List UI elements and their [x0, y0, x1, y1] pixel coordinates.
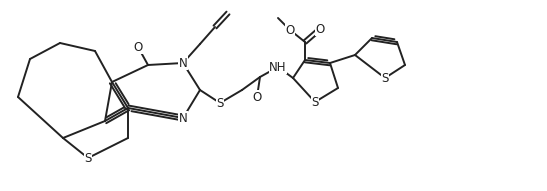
- Text: N: N: [179, 112, 188, 125]
- Text: S: S: [84, 151, 92, 164]
- Text: O: O: [286, 23, 295, 36]
- Text: S: S: [311, 96, 319, 108]
- Text: NH: NH: [269, 61, 287, 74]
- Text: S: S: [216, 96, 224, 109]
- Text: O: O: [316, 23, 324, 36]
- Text: S: S: [381, 71, 389, 84]
- Text: O: O: [252, 91, 261, 104]
- Text: O: O: [133, 40, 143, 53]
- Text: N: N: [179, 57, 188, 70]
